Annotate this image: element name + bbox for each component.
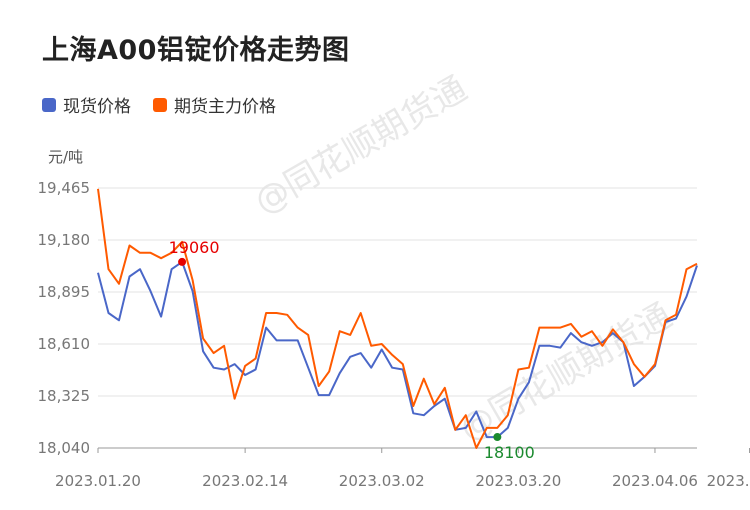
y-tick-label: 19,180 bbox=[38, 231, 91, 249]
y-axis-unit: 元/吨 bbox=[48, 148, 84, 166]
y-tick-label: 18,040 bbox=[38, 439, 91, 457]
min-point-label: 18100 bbox=[484, 443, 535, 462]
max-point-marker bbox=[178, 257, 187, 266]
x-tick-label: 2023.03.02 bbox=[339, 472, 425, 490]
legend-label-futures: 期货主力价格 bbox=[174, 97, 276, 117]
legend-label-spot: 现货价格 bbox=[63, 97, 131, 117]
series-line-futures bbox=[97, 188, 698, 449]
legend-item-spot[interactable]: 现货价格 bbox=[42, 92, 131, 117]
chart-title: 上海A00铝锭价格走势图 bbox=[42, 35, 350, 66]
x-tick-label: 2023.02.14 bbox=[202, 472, 288, 490]
legend-swatch-spot bbox=[42, 97, 56, 112]
max-point-label: 19060 bbox=[169, 238, 220, 257]
legend-item-futures[interactable]: 期货主力价格 bbox=[153, 92, 276, 117]
x-tick-label: 2023.01.20 bbox=[55, 472, 141, 490]
y-tick-label: 19,465 bbox=[38, 179, 91, 197]
min-point-marker bbox=[493, 433, 502, 442]
y-tick-label: 18,325 bbox=[38, 387, 91, 405]
chart-legend: 现货价格 期货主力价格 bbox=[42, 92, 276, 117]
x-tick-label: 2023.04.06 bbox=[612, 472, 698, 490]
x-tick-label: 2023.04.19 bbox=[707, 472, 750, 490]
y-tick-label: 18,895 bbox=[38, 283, 91, 301]
series-line-spot bbox=[97, 260, 698, 439]
legend-swatch-futures bbox=[153, 97, 167, 112]
x-tick-label: 2023.03.20 bbox=[475, 472, 561, 490]
y-tick-label: 18,610 bbox=[38, 335, 91, 353]
